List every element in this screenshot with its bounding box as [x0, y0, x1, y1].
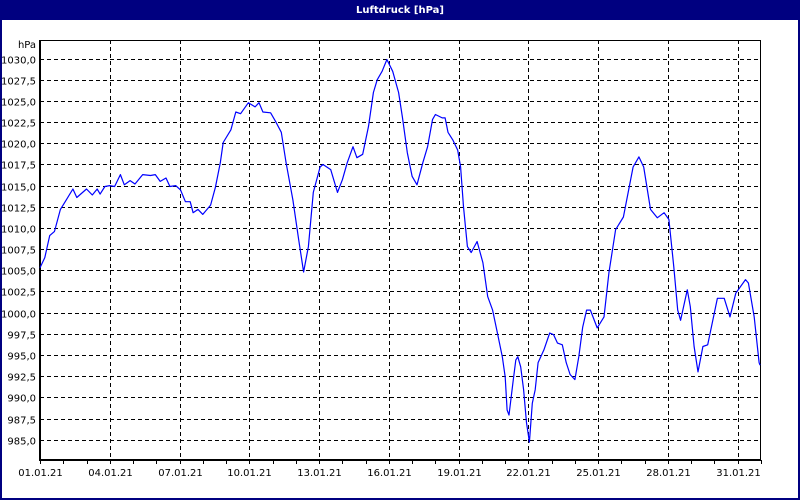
x-tick-label: 13.01.21	[297, 468, 342, 479]
x-tick-label: 31.01.21	[716, 468, 761, 479]
y-tick-label: 1022,5	[1, 119, 36, 130]
x-tick-label: 25.01.21	[576, 468, 621, 479]
x-tick-label: 04.01.21	[88, 468, 133, 479]
y-tick-label: 985,0	[7, 437, 36, 448]
x-tick-label: 16.01.21	[367, 468, 412, 479]
y-tick-label: 990,0	[7, 394, 36, 405]
y-tick-label: 1000,0	[1, 310, 36, 321]
x-tick-label: 07.01.21	[158, 468, 203, 479]
x-tick-label: 22.01.21	[506, 468, 551, 479]
y-tick-label: 1025,0	[1, 98, 36, 109]
x-tick-label: 19.01.21	[437, 468, 482, 479]
y-tick-label: 992,5	[7, 373, 36, 384]
y-tick-label: 1020,0	[1, 140, 36, 151]
y-tick-label: 1017,5	[1, 161, 36, 172]
x-tick-label: 01.01.21	[18, 468, 63, 479]
x-tick-label: 28.01.21	[646, 468, 691, 479]
y-tick-label: 1010,0	[1, 225, 36, 236]
x-tick-label: 10.01.21	[227, 468, 272, 479]
y-tick-label: 1030,0	[1, 56, 36, 67]
window-title: Luftdruck [hPa]	[2, 2, 798, 20]
y-tick-label: 995,0	[7, 352, 36, 363]
y-tick-label: 1007,5	[1, 246, 36, 257]
y-tick-label: 1012,5	[1, 204, 36, 215]
y-tick-label: 1005,0	[1, 267, 36, 278]
y-tick-label: 987,5	[7, 416, 36, 427]
y-tick-label: 1002,5	[1, 288, 36, 299]
pressure-series-line	[39, 58, 761, 443]
y-tick-label: 1015,0	[1, 183, 36, 194]
y-tick-label: 997,5	[7, 331, 36, 342]
y-tick-label: 1027,5	[1, 77, 36, 88]
y-axis-unit-label: hPa	[18, 40, 36, 51]
